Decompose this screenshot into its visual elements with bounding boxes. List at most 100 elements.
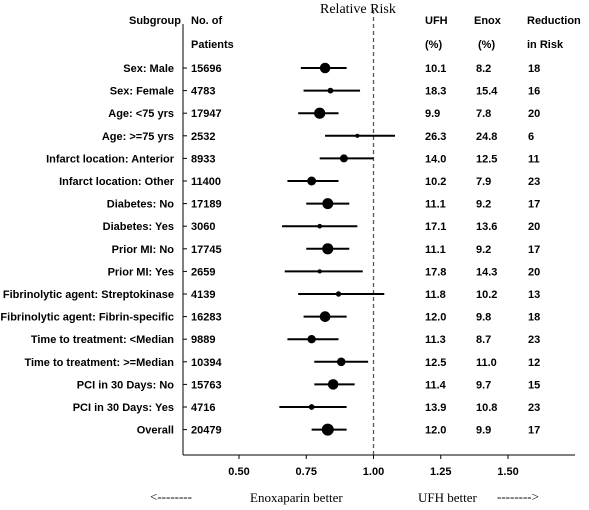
reduction-value: 11	[528, 153, 540, 165]
chart-title: Relative Risk	[320, 2, 396, 17]
patients-value: 17947	[191, 108, 222, 120]
enox-value: 10.2	[476, 289, 497, 301]
reduction-value: 17	[528, 199, 540, 211]
ufh-value: 12.0	[425, 425, 446, 437]
ufh-value: 17.8	[425, 266, 446, 278]
ufh-value: 11.3	[425, 334, 446, 346]
ufh-value: 9.9	[425, 108, 440, 120]
ufh-value: 10.2	[425, 176, 446, 188]
subgroup-label: PCI in 30 Days: Yes	[73, 402, 174, 414]
header-reduction-line2: in Risk	[527, 39, 564, 51]
header-patients-line2: Patients	[191, 39, 234, 51]
reduction-value: 16	[528, 86, 540, 98]
enox-value: 12.5	[476, 153, 497, 165]
patients-value: 4716	[191, 402, 215, 414]
point-estimate	[321, 423, 334, 436]
ufh-value: 12.0	[425, 312, 446, 324]
ufh-value: 17.1	[425, 221, 446, 233]
point-estimate	[307, 335, 316, 344]
subgroup-label: Infarct location: Other	[59, 176, 175, 188]
patients-value: 9889	[191, 334, 215, 346]
header-ufh-unit: (%)	[425, 39, 443, 51]
point-estimate	[322, 243, 334, 255]
reduction-value: 15	[528, 379, 540, 391]
patients-value: 2659	[191, 266, 215, 278]
point-estimate	[308, 404, 315, 410]
enox-value: 9.2	[476, 244, 491, 256]
ufh-value: 10.1	[425, 63, 446, 75]
subgroup-label: Infarct location: Anterior	[46, 153, 175, 165]
patients-value: 8933	[191, 153, 215, 165]
x-tick-label: 1.50	[497, 466, 518, 478]
enox-value: 8.2	[476, 63, 491, 75]
ufh-value: 26.3	[425, 131, 446, 143]
patients-value: 10394	[191, 357, 222, 369]
ufh-value: 12.5	[425, 357, 446, 369]
patients-value: 3060	[191, 221, 215, 233]
enox-value: 13.6	[476, 221, 497, 233]
point-estimate	[355, 133, 360, 138]
patients-value: 15763	[191, 379, 222, 391]
patients-value: 11400	[191, 176, 221, 188]
enox-value: 11.0	[476, 357, 497, 369]
x-tick-label: 1.25	[430, 466, 451, 478]
header-enox: Enox	[474, 15, 501, 27]
ufh-value: 18.3	[425, 86, 446, 98]
enox-value: 9.9	[476, 425, 491, 437]
patients-value: 17745	[191, 244, 222, 256]
enox-value: 9.2	[476, 199, 491, 211]
point-estimate	[336, 357, 346, 367]
reduction-value: 20	[528, 221, 540, 233]
subgroup-label: Fibrinolytic agent: Fibrin-specific	[0, 312, 174, 324]
enox-value: 7.8	[476, 108, 491, 120]
reduction-value: 20	[528, 108, 540, 120]
point-estimate	[327, 87, 334, 94]
enox-value: 14.3	[476, 266, 497, 278]
ufh-value: 11.1	[425, 199, 446, 211]
point-estimate	[339, 154, 348, 163]
left-arrow: <--------	[150, 489, 192, 504]
subgroup-label: Time to treatment: <Median	[31, 334, 174, 346]
reduction-value: 6	[528, 131, 534, 143]
subgroup-label: Diabetes: No	[107, 199, 175, 211]
subgroup-label: Prior MI: Yes	[108, 266, 174, 278]
x-tick-label: 0.50	[228, 466, 249, 478]
enox-value: 10.8	[476, 402, 497, 414]
right-arrow: -------->	[497, 489, 539, 504]
x-tick-label: 0.75	[296, 466, 317, 478]
header-reduction-line1: Reduction	[527, 15, 581, 27]
header-subgroup: Subgroup	[129, 15, 181, 27]
reduction-value: 23	[528, 176, 540, 188]
patients-value: 4783	[191, 86, 215, 98]
point-estimate	[319, 311, 331, 322]
enox-value: 8.7	[476, 334, 491, 346]
reduction-value: 13	[528, 289, 540, 301]
subgroup-label: Age: <75 yrs	[108, 108, 174, 120]
reduction-value: 12	[528, 357, 540, 369]
header-ufh: UFH	[425, 15, 448, 27]
reduction-value: 20	[528, 266, 540, 278]
patients-value: 16283	[191, 312, 222, 324]
subgroup-label: Age: >=75 yrs	[102, 131, 174, 143]
patients-value: 15696	[191, 63, 222, 75]
enox-value: 9.8	[476, 312, 491, 324]
point-estimate	[314, 107, 326, 119]
patients-value: 4139	[191, 289, 215, 301]
subgroup-label: Diabetes: Yes	[103, 221, 174, 233]
enoxaparin-better-label: Enoxaparin better	[250, 490, 343, 505]
point-estimate	[317, 223, 323, 229]
point-estimate	[317, 269, 322, 274]
header-patients-line1: No. of	[191, 15, 223, 27]
point-estimate	[335, 291, 342, 297]
reduction-value: 17	[528, 244, 540, 256]
patients-value: 2532	[191, 131, 215, 143]
reduction-value: 18	[528, 63, 540, 75]
point-estimate	[307, 176, 317, 186]
enox-value: 9.7	[476, 379, 491, 391]
ufh-value: 11.8	[425, 289, 446, 301]
subgroup-label: Time to treatment: >=Median	[24, 357, 174, 369]
subgroup-label: Fibrinolytic agent: Streptokinase	[3, 289, 174, 301]
ufh-value: 11.4	[425, 379, 447, 391]
ufh-value: 11.1	[425, 244, 446, 256]
